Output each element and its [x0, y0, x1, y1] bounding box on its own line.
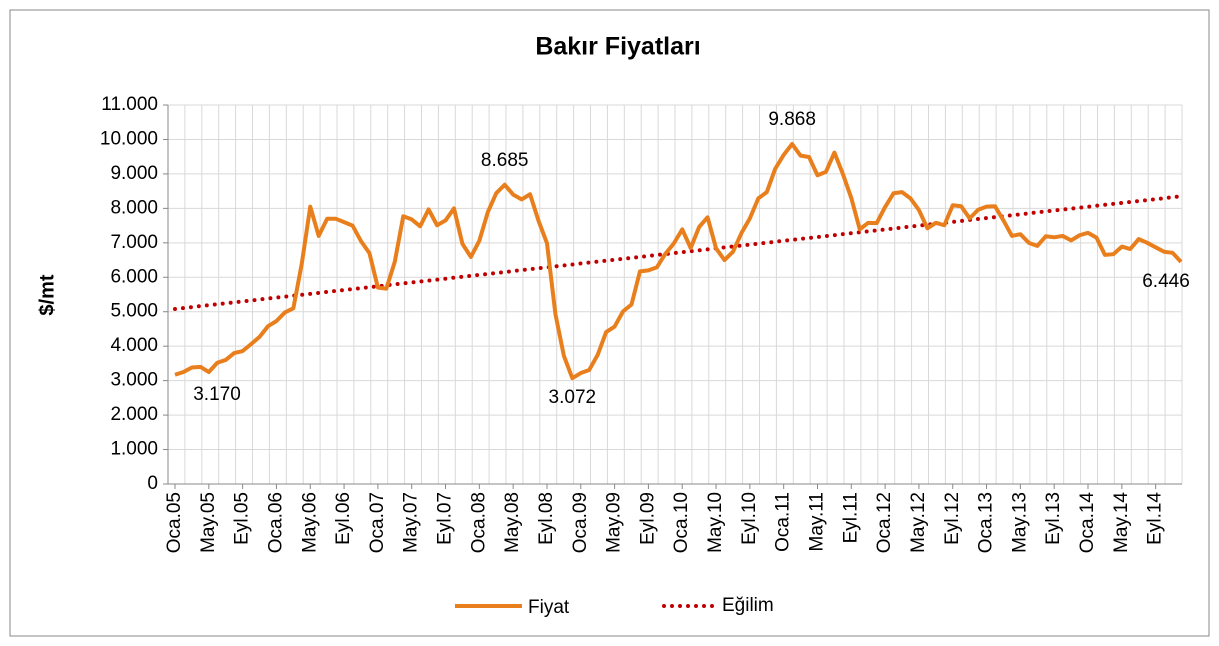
x-tick-label: Eyl.09	[637, 492, 658, 545]
chart-frame	[9, 9, 1210, 637]
x-tick-label: Oca.10	[671, 492, 692, 553]
x-tick-label: Oca.13	[976, 492, 997, 553]
y-axis-title: $/mt	[36, 274, 58, 315]
x-tick-label: Eyl.05	[232, 492, 253, 545]
x-tick-label: Oca.07	[367, 492, 388, 553]
x-tick-label: Oca.11	[773, 492, 794, 552]
y-tick-label: 0	[147, 473, 158, 494]
price-line	[174, 142, 1183, 381]
y-tick-label: 10.000	[100, 128, 158, 149]
x-tick-label: Oca.05	[164, 492, 185, 553]
legend-label: Fiyat	[528, 597, 570, 618]
x-tick-label: May.09	[604, 492, 625, 553]
x-tick-label: Eyl.12	[942, 492, 963, 545]
y-tick-label: 2.000	[110, 404, 158, 425]
x-tick-label: Eyl.10	[739, 492, 760, 545]
x-tick-label: May.11	[807, 492, 828, 552]
data-label: 9.868	[768, 109, 816, 130]
y-tick-label: 9.000	[110, 163, 158, 184]
y-tick-label: 1.000	[110, 439, 158, 460]
y-tick-label: 6.000	[110, 266, 158, 287]
x-tick-label: Eyl.06	[333, 492, 354, 545]
x-tick-label: May.07	[401, 492, 422, 553]
y-tick-label: 4.000	[110, 335, 158, 356]
data-label: 3.170	[193, 384, 241, 405]
y-tick-label: 11.000	[101, 94, 158, 115]
x-tick-label: Eyl.14	[1145, 492, 1166, 545]
x-tick-label: Oca.12	[874, 492, 895, 553]
y-tick-label: 5.000	[110, 301, 158, 322]
x-tick-label: May.12	[908, 492, 929, 553]
x-tick-label: May.08	[502, 492, 523, 553]
x-tick-label: May.10	[705, 492, 726, 553]
x-tick-label: May.13	[1009, 492, 1030, 553]
y-tick-label: 3.000	[110, 370, 158, 391]
x-tick-label: Oca.14	[1077, 492, 1098, 554]
data-label: 6.446	[1142, 271, 1190, 292]
x-tick-label: Eyl.13	[1043, 492, 1064, 545]
x-tick-label: Eyl.08	[536, 492, 557, 545]
x-tick-label: May.05	[198, 492, 219, 553]
y-tick-label: 7.000	[110, 232, 158, 253]
data-label: 8.685	[481, 150, 529, 171]
data-label: 3.072	[549, 387, 597, 408]
x-tick-label: Oca.09	[570, 492, 591, 553]
x-tick-label: May.06	[299, 492, 320, 553]
x-tick-label: Oca.08	[468, 492, 489, 553]
x-tick-label: Oca.06	[265, 492, 286, 553]
x-tick-label: Eyl.07	[435, 492, 456, 545]
x-tick-label: Eyl.11	[840, 492, 861, 543]
x-tick-label: May.14	[1111, 492, 1132, 553]
y-tick-label: 8.000	[110, 197, 158, 218]
trend-line	[173, 194, 1183, 311]
legend-label: Eğilim	[722, 595, 774, 616]
chart-title: Bakır Fiyatları	[535, 33, 700, 61]
